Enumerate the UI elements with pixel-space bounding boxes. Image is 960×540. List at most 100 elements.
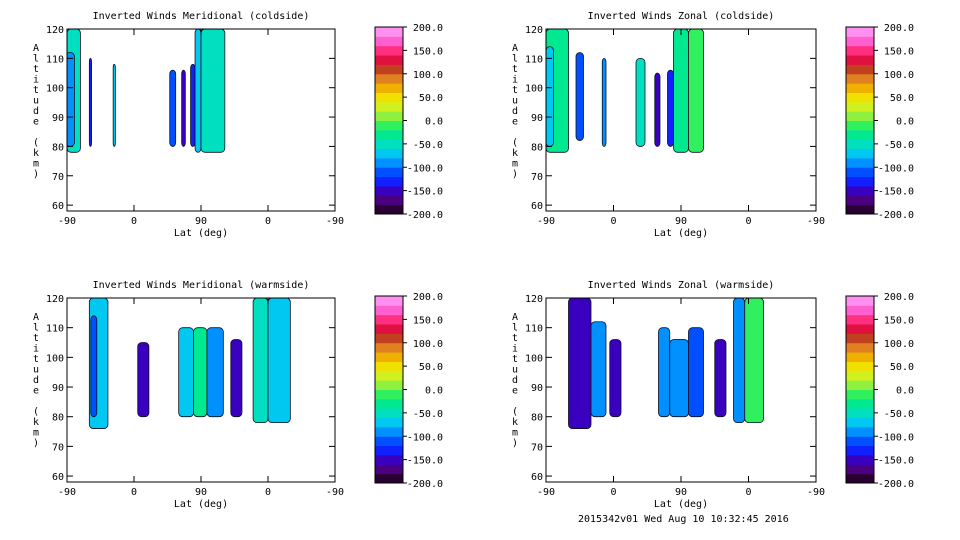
- x-tick-label: 0: [610, 216, 616, 227]
- colorbar-swatch: [846, 333, 874, 344]
- colorbar-swatch: [375, 111, 403, 121]
- y-tick-label: 120: [46, 294, 64, 305]
- colorbar-tick-label: -200.0: [878, 210, 914, 221]
- x-tick-label: 0: [265, 216, 271, 227]
- colorbar-tick-label: 200.0: [413, 23, 443, 34]
- colorbar-swatch: [846, 83, 874, 93]
- x-tick-label: 0: [265, 487, 271, 498]
- colorbar-swatch: [375, 342, 403, 353]
- colorbar-tick-label: 0.0: [896, 386, 914, 397]
- colorbar-tick-label: -200.0: [407, 479, 443, 490]
- colorbar-swatch: [375, 380, 403, 390]
- colorbar-tick-label: -100.0: [407, 432, 443, 443]
- contour-region: [688, 29, 704, 153]
- x-tick-label: 0: [745, 487, 751, 498]
- colorbar-swatch: [846, 380, 874, 390]
- contour-region: [575, 52, 584, 141]
- y-tick-label: 70: [531, 172, 543, 183]
- colorbar-swatch: [846, 64, 874, 75]
- colorbar-swatch: [375, 55, 403, 65]
- contour-region: [658, 327, 671, 418]
- contour-region: [714, 339, 727, 418]
- y-tick-label: 110: [46, 324, 64, 335]
- colorbar-swatch: [375, 101, 403, 112]
- colorbar-tick-label: -150.0: [407, 187, 443, 198]
- x-axis-label: Lat (deg): [174, 499, 228, 510]
- y-tick-label: 90: [52, 383, 64, 394]
- contour-region: [733, 298, 746, 424]
- y-tick-label: 110: [525, 54, 543, 65]
- colorbar-swatch: [846, 296, 874, 306]
- x-tick-label: -90: [58, 487, 76, 498]
- panel-3: Inverted Winds Meridional (warmside) 60 70…: [33, 280, 443, 510]
- colorbar-swatch: [375, 314, 403, 325]
- contour-region: [200, 29, 226, 153]
- colorbar-tick-label: -150.0: [878, 187, 914, 198]
- x-tick-label: 90: [195, 487, 207, 498]
- y-tick-label: 100: [525, 353, 543, 364]
- colorbar-tick-label: -50.0: [413, 140, 443, 151]
- x-tick-label: 0: [610, 487, 616, 498]
- colorbar-swatch: [846, 148, 874, 159]
- y-tick-label: 80: [52, 413, 64, 424]
- colorbar-tick-label: 50.0: [890, 93, 914, 104]
- colorbar-swatch: [846, 129, 874, 140]
- contour-region: [194, 29, 202, 153]
- x-tick-label: -90: [807, 216, 825, 227]
- y-tick-label: 60: [531, 472, 543, 483]
- y-tick-label: 100: [525, 84, 543, 95]
- colorbar-tick-label: 100.0: [413, 70, 443, 81]
- colorbar-tick-label: -200.0: [407, 210, 443, 221]
- colorbar-swatch: [375, 296, 403, 306]
- y-tick-label: 100: [46, 84, 64, 95]
- plot-area: [88, 298, 291, 429]
- x-tick-label: 0: [745, 216, 751, 227]
- contour-region: [590, 321, 607, 418]
- contour-region: [230, 339, 243, 418]
- colorbar-swatch: [375, 305, 403, 316]
- colorbar-swatch: [375, 473, 403, 484]
- x-axis-label: Lat (deg): [654, 499, 708, 510]
- colorbar-swatch: [375, 176, 403, 187]
- y-tick-label: 120: [46, 25, 64, 36]
- chart-title: Inverted Winds Zonal (warmside): [588, 280, 775, 291]
- colorbar-swatch: [375, 148, 403, 159]
- y-tick-label: 120: [525, 294, 543, 305]
- y-tick-label: 70: [531, 442, 543, 453]
- contour-region: [169, 69, 177, 147]
- contour-region: [669, 339, 689, 418]
- colorbar-swatch: [846, 305, 874, 316]
- colorbar-swatch: [375, 352, 403, 362]
- colorbar-tick-label: 0.0: [425, 117, 443, 128]
- colorbar-tick-label: 50.0: [419, 93, 443, 104]
- colorbar-swatch: [846, 324, 874, 334]
- x-tick-label: -90: [326, 487, 344, 498]
- y-tick-label: 60: [52, 472, 64, 483]
- colorbar-swatch: [375, 464, 403, 475]
- colorbar-tick-label: 100.0: [884, 339, 914, 350]
- contour-region: [546, 46, 554, 147]
- plot-area: [546, 29, 704, 153]
- contour-region: [206, 327, 224, 418]
- y-tick-label: 90: [52, 113, 64, 124]
- colorbar-swatch: [375, 27, 403, 37]
- colorbar-swatch: [375, 45, 403, 56]
- y-tick-label: 70: [52, 172, 64, 183]
- colorbar-tick-label: 50.0: [890, 362, 914, 373]
- chart-title: Inverted Winds Meridional (coldside): [93, 11, 310, 22]
- contour-region: [601, 57, 607, 147]
- contour-region: [137, 342, 150, 418]
- contour-region: [654, 72, 661, 147]
- colorbar-swatch: [375, 157, 403, 168]
- colorbar-swatch: [375, 417, 403, 428]
- colorbar-swatch: [375, 36, 403, 47]
- colorbar-swatch: [375, 445, 403, 456]
- x-axis-label: Lat (deg): [174, 228, 228, 239]
- contour-region: [568, 298, 592, 429]
- colorbar-swatch: [846, 73, 874, 84]
- y-tick-label: 80: [52, 142, 64, 153]
- colorbar-swatch: [846, 464, 874, 475]
